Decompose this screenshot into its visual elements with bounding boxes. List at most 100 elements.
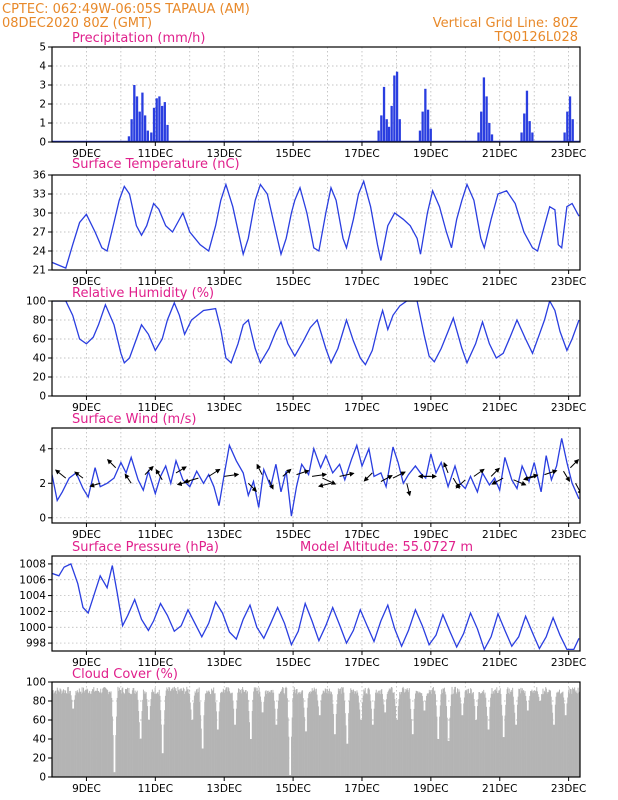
cloud-bar (116, 697, 118, 777)
cloud-bar (262, 712, 264, 777)
cloud-bar (359, 720, 361, 777)
cloud-bar (491, 688, 493, 777)
cloud-bar (235, 724, 237, 777)
cloud-bar (79, 691, 81, 777)
cloud-bar (455, 692, 457, 777)
cloud-bar (361, 702, 363, 777)
y-tick-label: 1006 (19, 574, 46, 586)
cloud-bar (453, 689, 455, 777)
cloud-bar (512, 687, 514, 777)
x-tick-label: 19DEC (413, 402, 448, 414)
cloud-bar (523, 692, 525, 777)
cloud-bar (118, 687, 120, 777)
cloud-bar (450, 706, 452, 777)
x-tick-label: 23DEC (551, 529, 586, 541)
cloud-bar (421, 695, 423, 777)
cloud-bar (332, 703, 334, 777)
y-tick-label: 1008 (19, 559, 46, 571)
cloud-bar (415, 693, 417, 777)
cloud-bar (267, 693, 269, 777)
cloud-bar (65, 690, 67, 777)
cloud-bar (122, 692, 124, 777)
cloud-bar (183, 688, 185, 777)
cloud-bar (180, 688, 182, 777)
y-tick-label: 5 (39, 42, 46, 54)
cloud-bar (315, 691, 317, 777)
cloud-bar (299, 691, 301, 777)
x-tick-label: 15DEC (275, 529, 310, 541)
cloud-bar (203, 715, 205, 777)
cloud-bar (107, 690, 109, 777)
cloud-bar (302, 698, 304, 777)
cloud-bar (315, 688, 317, 777)
cloud-bar (357, 692, 359, 777)
cloud-bar (185, 690, 187, 777)
cloud-bar (476, 720, 478, 777)
cloud-bar (311, 688, 313, 777)
cloud-bar (474, 706, 476, 777)
cloud-bar (96, 687, 98, 777)
cloud-bar (420, 693, 422, 777)
cloud-bar (209, 691, 211, 777)
y-tick-label: 40 (33, 734, 46, 746)
cloud-bar (558, 692, 560, 777)
cloud-bar (193, 702, 195, 777)
cloud-bar (221, 691, 223, 777)
cloud-bar (443, 688, 445, 777)
cloud-bar (312, 690, 314, 777)
cloud-bar (475, 720, 477, 777)
cloud-bar (191, 720, 193, 777)
cloud-bar (574, 691, 576, 777)
y-tick-label: 998 (26, 638, 46, 650)
cloud-bar (87, 689, 89, 777)
cloud-bar (236, 700, 238, 777)
panel-5: 998 1000 1002 1004 1006 1008 9DEC 11DEC 13DEC 15D… (19, 540, 586, 669)
cloud-bar (481, 691, 483, 777)
cloud-bar (373, 708, 375, 777)
x-tick-label: 9DEC (72, 657, 101, 669)
x-tick-label: 13DEC (207, 783, 242, 795)
cloud-bar (559, 693, 561, 777)
cloud-bar (176, 693, 178, 777)
cloud-bar (217, 729, 219, 777)
cloud-bar (89, 693, 91, 777)
wind-vector (513, 479, 527, 486)
cloud-bar (300, 692, 302, 777)
panel-frame (51, 555, 581, 652)
cloud-bar (159, 695, 161, 777)
cloud-bar (328, 688, 330, 777)
cloud-bar (184, 691, 186, 777)
cloud-bar (368, 687, 370, 777)
cloud-bar (253, 687, 255, 777)
cloud-bar (276, 724, 278, 777)
cloud-bar (451, 686, 453, 777)
panel-annotation: Model Altitude: 55.0727 m (300, 540, 473, 555)
y-tick-label: 40 (33, 353, 46, 365)
cloud-bar (385, 712, 387, 777)
cloud-bar (84, 692, 86, 777)
cloud-bar (488, 729, 490, 777)
cloud-bar (357, 695, 359, 777)
cloud-bar (256, 687, 258, 777)
cloud-bar (409, 698, 411, 777)
cloud-bar (313, 690, 315, 777)
cloud-bar (182, 690, 184, 777)
x-tick-label: 13DEC (207, 276, 242, 288)
x-tick-label: 17DEC (344, 529, 379, 541)
panel-frame (51, 681, 581, 778)
cloud-bar (344, 713, 346, 777)
cloud-bar (558, 689, 560, 777)
cloud-bar (337, 688, 339, 777)
cloud-bar (445, 694, 447, 777)
cloud-bar (77, 691, 79, 777)
cloud-bar (94, 691, 96, 777)
cloud-bar (452, 693, 454, 777)
cloud-bar (513, 704, 515, 777)
cloud-bar (440, 694, 442, 777)
cloud-bar (124, 693, 126, 777)
cloud-bar (93, 687, 95, 777)
header-grid-line: Vertical Grid Line: 80Z (433, 16, 578, 31)
cloud-bar (154, 687, 156, 777)
cloud-bar (119, 689, 121, 777)
cloud-bar (377, 692, 379, 777)
